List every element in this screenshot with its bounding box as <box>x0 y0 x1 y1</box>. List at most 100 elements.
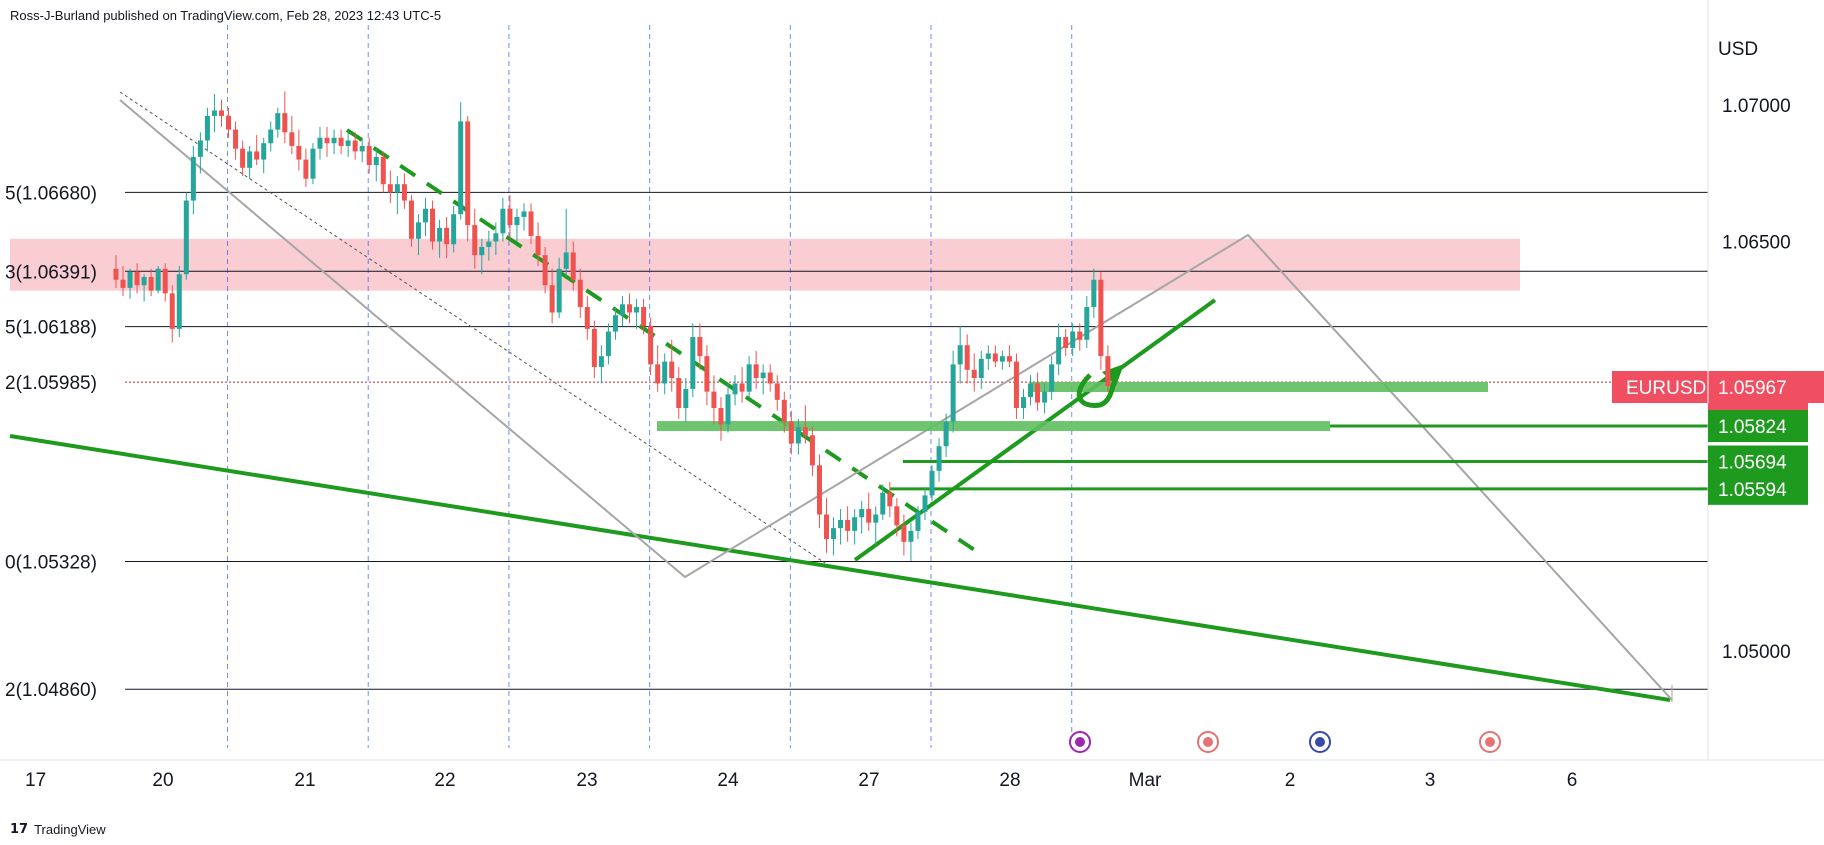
curved-arrow-head <box>1102 364 1124 386</box>
symbol-label: EURUSD <box>1626 378 1706 399</box>
support-zone-bar <box>1030 382 1488 393</box>
time-tick-label: 17 <box>25 770 46 791</box>
event-markers[interactable] <box>1069 731 1501 753</box>
candle-body <box>507 208 513 226</box>
candle-body <box>120 279 126 288</box>
curved-arrow <box>1076 373 1118 408</box>
candle-body <box>922 495 928 512</box>
fib-level-label: 0(1.05328) <box>5 552 97 573</box>
fib-level-label: 5(1.06188) <box>5 318 97 339</box>
candle-body <box>261 143 267 160</box>
candle-body <box>591 328 597 368</box>
time-tick-label: 24 <box>717 770 739 791</box>
support-price-label: 1.05594 <box>1718 480 1787 501</box>
candle-body <box>985 353 991 359</box>
candle-body <box>387 184 393 193</box>
candle-body <box>479 246 485 256</box>
candle-body <box>634 307 640 313</box>
candle-body <box>845 519 851 531</box>
time-tick-label: 6 <box>1567 770 1578 791</box>
candle-body <box>254 151 260 160</box>
candle-body <box>204 115 210 141</box>
dotted-regression-line <box>119 91 826 564</box>
abcd-pattern <box>119 99 1673 701</box>
candle-body <box>528 211 534 237</box>
candle-body <box>113 268 119 280</box>
candle-body <box>1006 356 1012 362</box>
candle-body <box>268 129 274 144</box>
footer: 17 TradingView <box>10 822 106 837</box>
candle-body <box>176 274 182 329</box>
candle-body <box>739 383 745 392</box>
last-price-label: 1.05967 <box>1718 378 1787 399</box>
candle-body <box>648 326 654 365</box>
candle-body <box>943 421 949 447</box>
candle-body <box>690 337 696 389</box>
support-zone-bar <box>657 421 1330 432</box>
candle-body <box>155 268 161 291</box>
candle-body <box>401 184 407 201</box>
candle-body <box>788 421 794 444</box>
candle-body <box>725 394 731 425</box>
candle-body <box>542 255 548 286</box>
candle-body <box>141 276 147 286</box>
candle-body <box>127 271 133 288</box>
candle-body <box>950 364 956 422</box>
candle-body <box>556 268 562 313</box>
candle-body <box>831 528 837 540</box>
candle-body <box>282 113 288 133</box>
candle-body <box>331 137 337 144</box>
event-marker-lightning-icon-dot <box>1075 737 1085 747</box>
candle-body <box>1070 331 1076 348</box>
candle-body <box>162 268 168 294</box>
candle-body <box>275 113 281 130</box>
candle-body <box>472 225 478 256</box>
candle-body <box>866 509 872 523</box>
candle-body <box>908 530 914 542</box>
brand-name: TradingView <box>34 822 106 837</box>
candle-body <box>373 156 379 166</box>
candle-body <box>430 208 436 242</box>
candle-body <box>296 145 302 160</box>
candle-body <box>183 200 189 275</box>
candle-body <box>1063 337 1069 348</box>
tradingview-logo-icon: 17 <box>10 822 29 837</box>
resistance-zone-layer <box>10 238 1520 291</box>
candle-body <box>226 115 232 130</box>
candle-body <box>1056 337 1062 365</box>
candle-body <box>802 427 808 436</box>
candle-body <box>1020 397 1026 409</box>
fib-level-label: 2(1.04860) <box>5 680 97 701</box>
support-price-label: 1.05824 <box>1718 417 1787 438</box>
support-price-tag <box>1708 445 1808 478</box>
candle-body <box>676 378 682 409</box>
time-tick-label: 23 <box>576 770 597 791</box>
price-tick-label: 1.06500 <box>1722 233 1791 254</box>
candle-body <box>458 121 464 215</box>
candle-body <box>394 184 400 193</box>
candle-body <box>598 356 604 368</box>
candle-body <box>486 241 492 247</box>
candle-body <box>718 408 724 425</box>
candle-body <box>359 145 365 152</box>
time-tick-label: Mar <box>1129 770 1162 791</box>
candle-body <box>218 110 224 116</box>
candle-body <box>500 208 506 234</box>
candle-body <box>247 151 253 168</box>
event-marker-eu-flag-icon-dot <box>1315 737 1325 747</box>
candle-body <box>774 383 780 400</box>
candle-body <box>1098 279 1104 357</box>
candle-body <box>929 470 935 496</box>
symbol-tag <box>1612 371 1824 404</box>
candle-body <box>915 511 921 531</box>
candle-body <box>423 208 429 223</box>
candle-body <box>577 279 583 308</box>
time-tick-label: 2 <box>1285 770 1296 791</box>
candle-body <box>781 399 787 422</box>
candle-body <box>824 514 829 540</box>
fib-levels: 5(1.06680) 3(1.06391) 5(1.06188) 2(1.05985)… <box>5 183 1708 701</box>
candle-body <box>1077 331 1083 340</box>
candle-body <box>584 307 590 329</box>
candle-body <box>641 307 647 327</box>
